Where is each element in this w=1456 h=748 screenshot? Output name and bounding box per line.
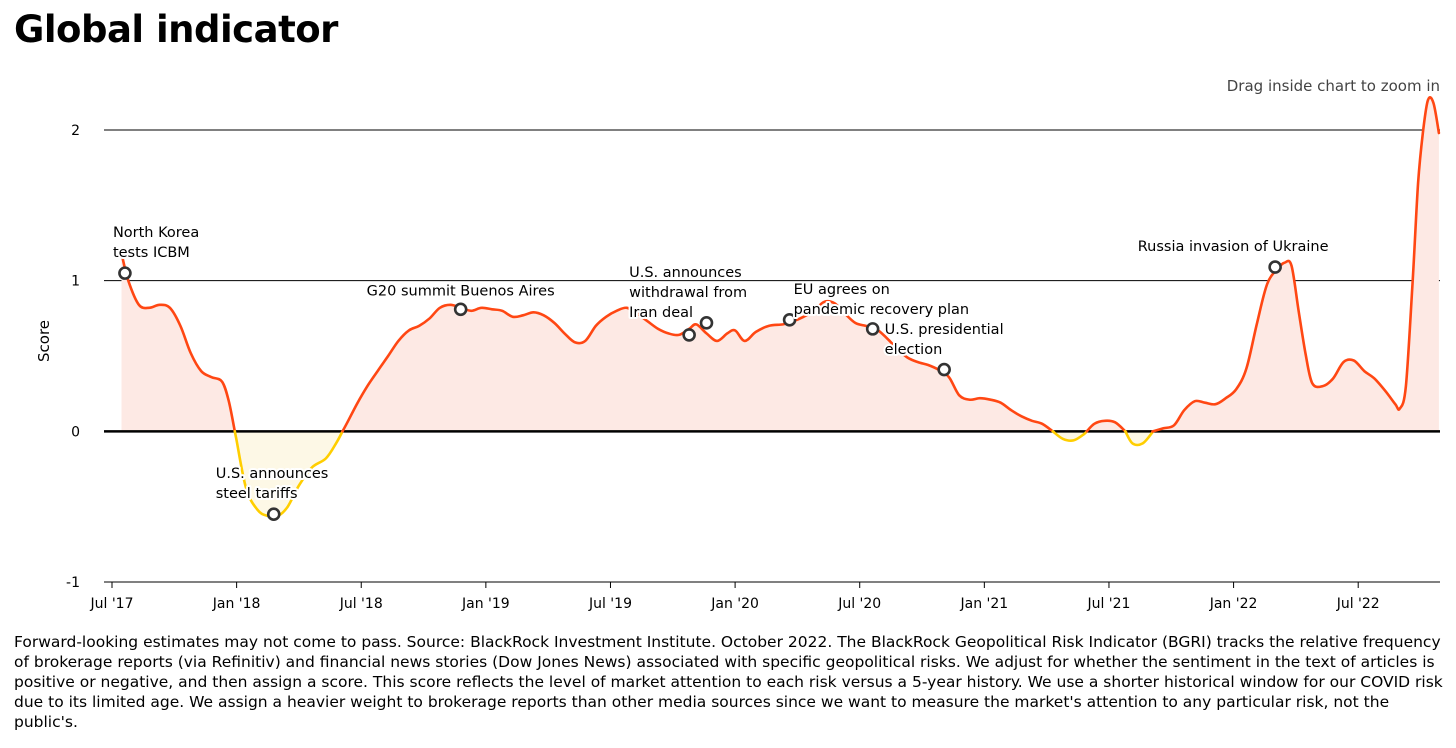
- event-marker[interactable]: [118, 266, 132, 280]
- area-layer: [121, 97, 1439, 517]
- area-positive: [1152, 97, 1439, 432]
- series-line: [1051, 430, 1089, 442]
- annotation-label: withdrawal from: [629, 285, 747, 301]
- event-marker[interactable]: [1268, 260, 1282, 274]
- area-positive: [121, 253, 235, 432]
- grid-layer: [104, 129, 1440, 282]
- event-marker[interactable]: [682, 328, 696, 342]
- y-tick-label: -1: [66, 575, 80, 591]
- event-marker[interactable]: [865, 322, 880, 336]
- x-tick-label: Jan '20: [710, 596, 759, 612]
- annotation-label: North Korea: [113, 225, 199, 241]
- x-tick-label: Jul '20: [837, 596, 881, 612]
- y-tick-label: 1: [71, 274, 80, 290]
- annotation-label: G20 summit Buenos Aires: [367, 283, 555, 299]
- series-line: [1124, 430, 1155, 447]
- annotation-label: Russia invasion of Ukraine: [1138, 239, 1329, 255]
- annotation-label: tests ICBM: [113, 245, 190, 261]
- x-tick-label: Jan '18: [212, 596, 261, 612]
- event-marker[interactable]: [782, 313, 797, 327]
- area-negative: [1052, 431, 1087, 441]
- event-marker[interactable]: [266, 507, 281, 522]
- x-tick-label: Jan '22: [1209, 596, 1258, 612]
- page-title: Global indicator: [14, 8, 338, 51]
- x-tick-label: Jul '17: [89, 596, 133, 612]
- annotation-label: steel tariffs: [216, 486, 298, 502]
- y-axis-label: Score: [35, 320, 53, 362]
- x-tick-label: Jan '19: [461, 596, 510, 612]
- y-tick-label: 2: [71, 123, 80, 139]
- annotation-label: U.S. announces: [629, 265, 742, 281]
- annotation-label: U.S. announces: [216, 466, 329, 482]
- baseline-layer: [104, 430, 1440, 583]
- annotation-label: EU agrees on: [794, 282, 890, 298]
- x-tick-label: Jul '21: [1086, 596, 1130, 612]
- annotation-layer: North Korea tests ICBM U.S. announces steel…: [111, 223, 1331, 522]
- series-line: [1151, 96, 1441, 433]
- area-negative: [234, 431, 343, 517]
- zoom-hint: Drag inside chart to zoom in: [1226, 77, 1440, 95]
- x-tick-label: Jul '22: [1336, 596, 1380, 612]
- annotation-label: U.S. presidential: [885, 322, 1004, 338]
- x-tick-label: Jul '18: [339, 596, 383, 612]
- axis-layer: 2 1 0 -1 Score Jul '17 Jan '18 Jul '18 Jan '19 Ju…: [35, 123, 1380, 612]
- series-line: [120, 252, 237, 433]
- annotation-label: election: [885, 342, 943, 358]
- series-line: [233, 430, 344, 518]
- annotation-label: pandemic recovery plan: [794, 302, 970, 318]
- x-tick-label: Jan '21: [959, 596, 1008, 612]
- event-marker[interactable]: [937, 362, 951, 377]
- event-marker[interactable]: [453, 302, 468, 317]
- chart[interactable]: North Korea tests ICBM U.S. announces steel…: [0, 0, 1456, 630]
- annotation-label: Iran deal: [629, 305, 693, 321]
- footnote: Forward-looking estimates may not come t…: [14, 633, 1443, 731]
- x-tick-label: Jul '19: [588, 596, 632, 612]
- event-marker[interactable]: [699, 316, 714, 330]
- y-tick-label: 0: [71, 424, 80, 440]
